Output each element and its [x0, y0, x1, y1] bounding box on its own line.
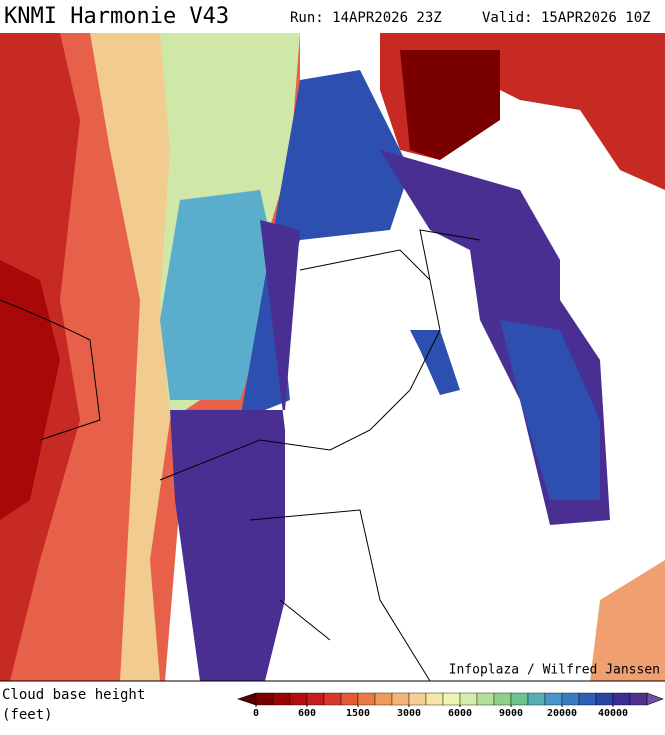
map — [0, 33, 665, 682]
colorbar-swatch — [476, 692, 495, 706]
colorbar-swatch — [544, 692, 563, 706]
colorbar-swatch — [459, 692, 478, 706]
colorbar-swatch — [289, 692, 308, 706]
colorbar-swatch — [527, 692, 546, 706]
colorbar-swatch — [374, 692, 393, 706]
colorbar-swatch — [357, 692, 376, 706]
colorbar-swatch — [255, 692, 274, 706]
colorbar-tick-label: 0 — [253, 708, 259, 719]
colorbar-swatch — [629, 692, 648, 706]
colorbar-swatch — [391, 692, 410, 706]
colorbar-swatch — [578, 692, 597, 706]
colorbar-swatch — [510, 692, 529, 706]
colorbar-tick-label: 1500 — [346, 708, 370, 719]
title: KNMI Harmonie V43 — [4, 4, 229, 29]
legend-label: Cloud base height — [2, 687, 145, 703]
legend-unit: (feet) — [2, 707, 53, 723]
colorbar-swatch — [612, 692, 631, 706]
colorbar: 0 600 1500 3000 6000 9000 20000 40000 — [237, 692, 664, 719]
valid-time: Valid: 15APR2026 10Z — [482, 10, 651, 26]
colorbar-tick-label: 6000 — [448, 708, 472, 719]
colorbar-tick-label: 20000 — [547, 708, 577, 719]
colorbar-swatch — [306, 692, 325, 706]
colorbar-tick-label: 9000 — [499, 708, 523, 719]
colorbar-high-arrow — [646, 692, 664, 706]
colorbar-swatch — [493, 692, 512, 706]
colorbar-swatch — [408, 692, 427, 706]
colorbar-swatch — [272, 692, 291, 706]
colorbar-swatch — [442, 692, 461, 706]
colorbar-swatch — [425, 692, 444, 706]
colorbar-tick-label: 40000 — [598, 708, 628, 719]
colorbar-swatch — [340, 692, 359, 706]
colorbar-swatch — [595, 692, 614, 706]
colorbar-low-arrow — [237, 692, 257, 706]
credit: Infoplaza / Wilfred Janssen — [449, 663, 660, 678]
colorbar-tick-label: 3000 — [397, 708, 421, 719]
colorbar-swatch — [323, 692, 342, 706]
colorbar-tick-label: 600 — [298, 708, 316, 719]
colorbar-swatch — [561, 692, 580, 706]
run-time: Run: 14APR2026 23Z — [290, 10, 442, 26]
